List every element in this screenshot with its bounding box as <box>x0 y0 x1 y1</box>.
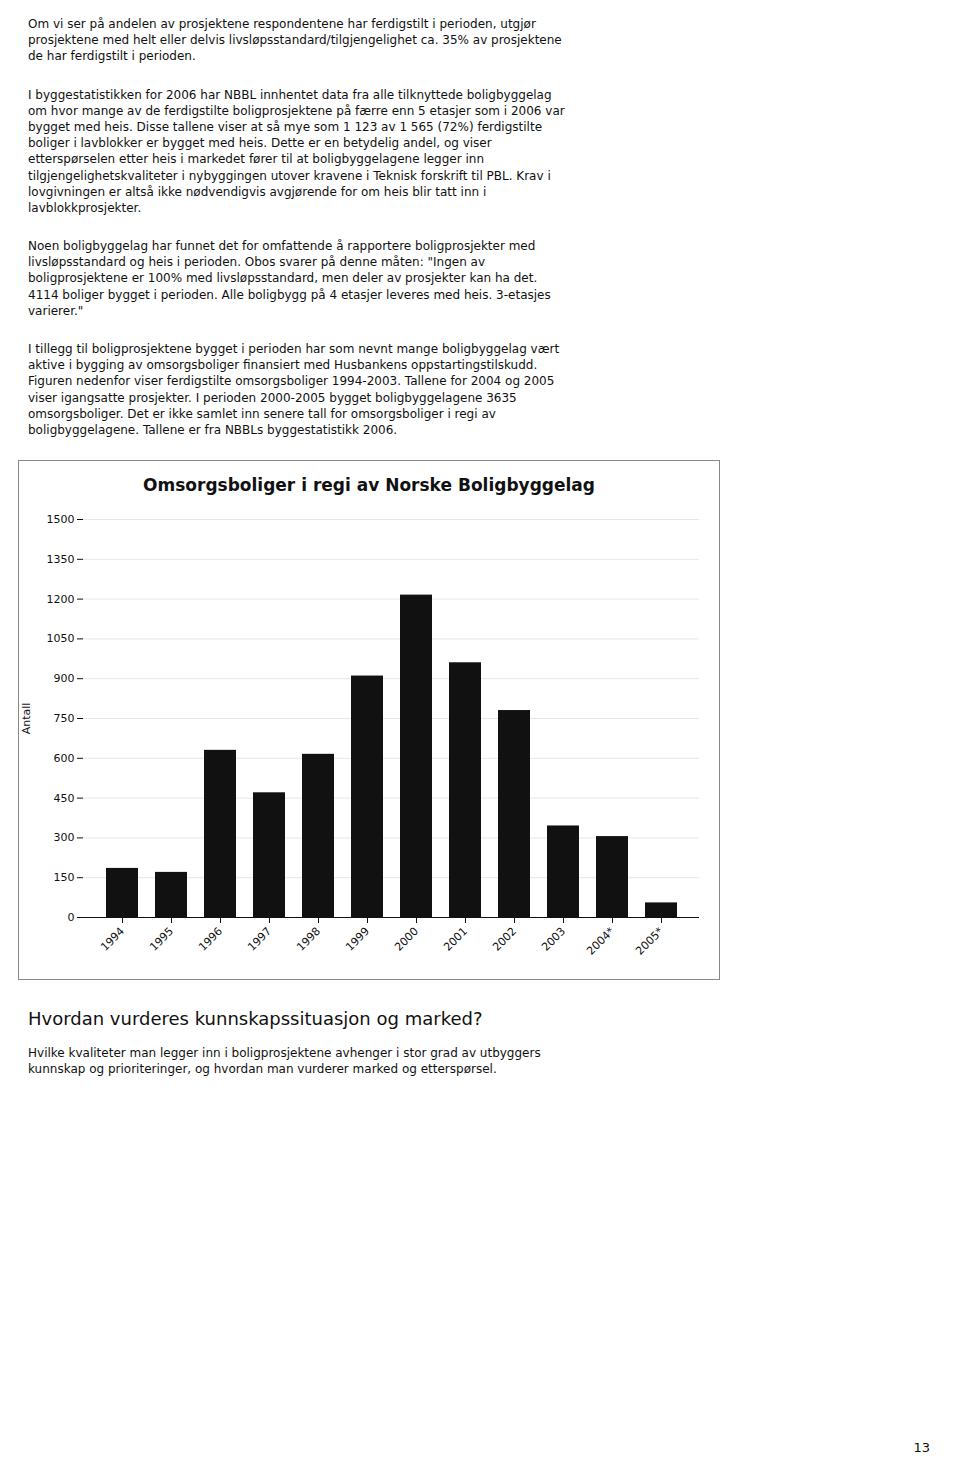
svg-text:1200: 1200 <box>47 593 75 606</box>
svg-text:2002: 2002 <box>490 925 519 954</box>
html-text:Omsorgsboliger i regi av Norsk: Omsorgsboliger i regi av Norske Boligbyg… <box>143 475 595 496</box>
svg-text:1998: 1998 <box>294 925 323 954</box>
html-text:Hvordan vurderes kunnskapssitu: Hvordan vurderes kunnskapssituasjon og m… <box>28 1008 483 1030</box>
svg-text:2005*: 2005* <box>633 925 666 958</box>
svg-text:1994: 1994 <box>98 925 127 954</box>
svg-text:750: 750 <box>54 712 75 725</box>
svg-text:1050: 1050 <box>47 633 75 646</box>
svg-text:2000: 2000 <box>392 925 421 954</box>
svg-text:Antall: Antall <box>20 703 33 735</box>
svg-text:1996: 1996 <box>196 925 225 954</box>
svg-text:2001: 2001 <box>441 925 470 954</box>
svg-text:1350: 1350 <box>47 553 75 566</box>
html-text:Om vi ser på andelen av prosje: Om vi ser på andelen av prosjektene resp… <box>28 17 562 64</box>
svg-text:1500: 1500 <box>47 513 75 526</box>
html-text:Noen boligbyggelag har funnet: Noen boligbyggelag har funnet det for om… <box>28 239 551 318</box>
svg-text:1995: 1995 <box>147 925 176 954</box>
svg-text:450: 450 <box>54 792 75 805</box>
svg-text:2003: 2003 <box>539 925 568 954</box>
svg-text:1997: 1997 <box>245 925 274 954</box>
svg-text:900: 900 <box>54 672 75 685</box>
html-text:Hvilke kvaliteter man legger i: Hvilke kvaliteter man legger inn i bolig… <box>28 1046 541 1077</box>
html-text:I byggestatistikken for 2006 h: I byggestatistikken for 2006 har NBBL in… <box>28 87 565 215</box>
svg-text:150: 150 <box>54 871 75 884</box>
svg-text:300: 300 <box>54 832 75 845</box>
svg-text:1999: 1999 <box>343 925 372 954</box>
html-text:13: 13 <box>913 1440 930 1455</box>
svg-text:600: 600 <box>54 752 75 765</box>
svg-text:2004*: 2004* <box>584 925 617 958</box>
svg-text:0: 0 <box>68 911 75 924</box>
html-text:I tillegg til boligprosjektene: I tillegg til boligprosjektene bygget i … <box>28 342 560 437</box>
